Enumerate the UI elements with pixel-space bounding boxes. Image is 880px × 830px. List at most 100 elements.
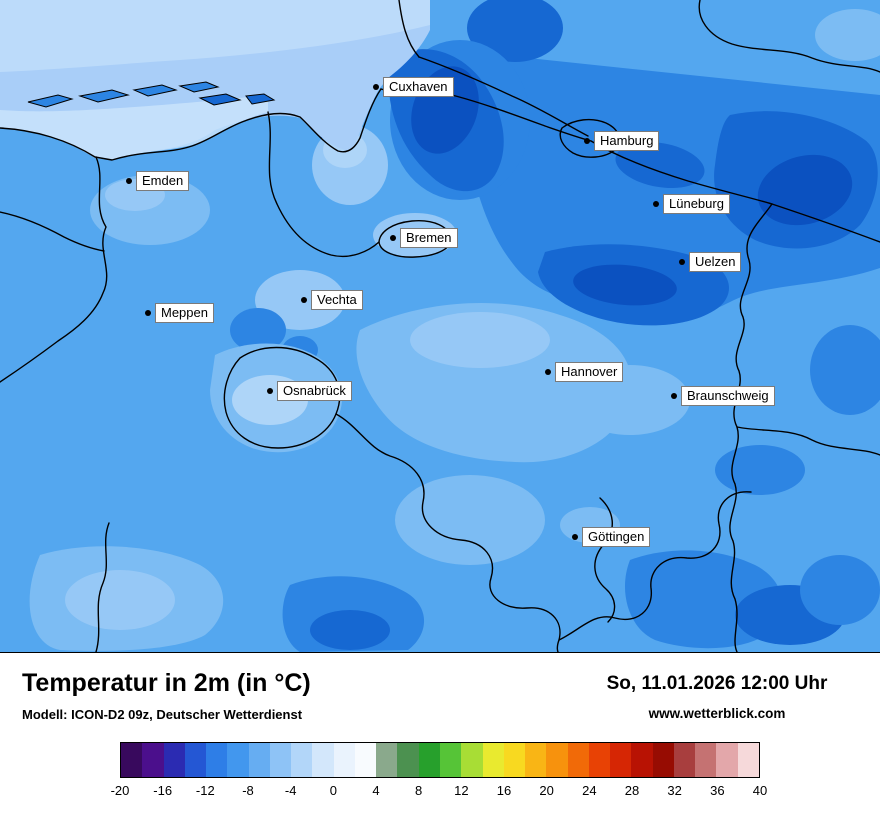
city-dot-icon: [390, 235, 396, 241]
city-dot-icon: [301, 297, 307, 303]
city-marker: Uelzen: [679, 252, 742, 272]
legend-tick-label: 24: [582, 783, 597, 798]
city-label: Hannover: [555, 362, 624, 382]
city-label: Uelzen: [689, 252, 742, 272]
city-label: Emden: [136, 171, 190, 191]
legend-tick-label: 20: [539, 783, 554, 798]
city-marker: Göttingen: [572, 527, 651, 547]
nl-border: [0, 156, 108, 383]
temperature-regions: [29, 0, 880, 652]
city-label: Hamburg: [594, 131, 660, 151]
legend-segment: [206, 743, 228, 777]
legend-segment: [227, 743, 249, 777]
city-dot-icon: [671, 393, 677, 399]
legend-segment: [482, 743, 504, 777]
legend-segment: [376, 743, 398, 777]
legend-segment: [184, 743, 207, 777]
legend-ticks: -20 -16 -12 -8 -4 0 4 8 12 16 20 24 28 32 36 40: [111, 783, 768, 801]
website-text: www.wetterblick.com: [648, 706, 786, 721]
legend-segment: [695, 743, 717, 777]
legend-segment: [397, 743, 419, 777]
city-marker: Vechta: [301, 290, 363, 310]
sea-region: [0, 0, 430, 160]
city-layer: Cuxhaven Hamburg Emden Lüneburg Bremen Uelzen…: [126, 77, 775, 547]
legend-segment: [312, 743, 334, 777]
legend-segment: [163, 743, 185, 777]
city-marker: Braunschweig: [671, 386, 775, 406]
legend-segment: [673, 743, 696, 777]
legend-segment: [737, 743, 759, 777]
legend-segment: [461, 743, 483, 777]
legend-tick-label: 36: [710, 783, 725, 798]
legend-segment: [269, 743, 292, 777]
map-graphic: [0, 0, 880, 652]
city-dot-icon: [679, 259, 685, 265]
island-shapes: [27, 81, 276, 108]
city-marker: Meppen: [145, 303, 214, 323]
city-dot-icon: [545, 369, 551, 375]
legend-segment: [503, 743, 526, 777]
city-label: Lüneburg: [663, 194, 730, 214]
city-marker: Emden: [126, 171, 190, 191]
legend-tick-label: 0: [329, 783, 337, 798]
coastline: [0, 88, 382, 161]
legend-tick-label: -8: [242, 783, 254, 798]
legend-tick-label: 12: [454, 783, 469, 798]
legend-segment: [567, 743, 589, 777]
legend-tick-label: -20: [110, 783, 130, 798]
title-block: Temperatur in 2m (in °C) Modell: ICON-D2…: [22, 669, 311, 722]
legend-tick-label: -4: [284, 783, 297, 798]
city-marker: Hannover: [545, 362, 624, 382]
city-dot-icon: [145, 310, 151, 316]
legend-segment: [546, 743, 568, 777]
legend-tick-label: 16: [496, 783, 512, 798]
city-label: Bremen: [400, 228, 458, 248]
city-dot-icon: [267, 388, 273, 394]
page-title: Temperatur in 2m (in °C): [22, 669, 311, 697]
city-label: Vechta: [311, 290, 363, 310]
legend-tick-label: 32: [667, 783, 682, 798]
legend-segment: [652, 743, 674, 777]
legend-tick-label: -16: [153, 783, 173, 798]
legend-segment: [333, 743, 355, 777]
legend-tick-label: 4: [372, 783, 380, 798]
legend-segment: [610, 743, 632, 777]
city-label: Osnabrück: [277, 381, 352, 401]
city-marker: Cuxhaven: [373, 77, 454, 97]
elbe-river-line: [398, 0, 420, 58]
city-label: Braunschweig: [681, 386, 775, 406]
city-marker: Hamburg: [584, 131, 660, 151]
legend-segment: [121, 743, 143, 777]
legend-segment: [291, 743, 313, 777]
temperature-legend: -20 -16 -12 -8 -4 0 4 8 12 16 20 24 28 32 36 40: [111, 742, 768, 801]
legend-segment: [631, 743, 653, 777]
legend-tick-label: 8: [415, 783, 423, 798]
legend-segment: [525, 743, 547, 777]
city-label: Göttingen: [582, 527, 651, 547]
city-marker: Osnabrück: [267, 381, 352, 401]
legend-tick-label: 40: [752, 783, 768, 798]
model-info: Modell: ICON-D2 09z, Deutscher Wetterdie…: [22, 707, 303, 722]
city-dot-icon: [572, 534, 578, 540]
legend-segment: [418, 743, 440, 777]
city-dot-icon: [373, 84, 379, 90]
legend-segment: [142, 743, 164, 777]
city-dot-icon: [653, 201, 659, 207]
datetime-block: So, 11.01.2026 12:00 Uhr www.wetterblick…: [572, 669, 862, 721]
city-label: Cuxhaven: [383, 77, 454, 97]
city-marker: Lüneburg: [653, 194, 730, 214]
info-bar: Temperatur in 2m (in °C) Modell: ICON-D2…: [0, 653, 880, 722]
legend-segment: [248, 743, 270, 777]
forecast-datetime: So, 11.01.2026 12:00 Uhr: [606, 673, 828, 694]
city-marker: Bremen: [390, 228, 458, 248]
legend-tick-label: -12: [195, 783, 215, 798]
city-dot-icon: [584, 138, 590, 144]
legend-segment: [439, 743, 462, 777]
legend-segment: [354, 743, 377, 777]
temperature-map: Cuxhaven Hamburg Emden Lüneburg Bremen Uelzen…: [0, 0, 880, 653]
city-dot-icon: [126, 178, 132, 184]
legend-tick-label: 28: [624, 783, 640, 798]
legend-bar: [120, 742, 760, 778]
legend-segment: [588, 743, 611, 777]
